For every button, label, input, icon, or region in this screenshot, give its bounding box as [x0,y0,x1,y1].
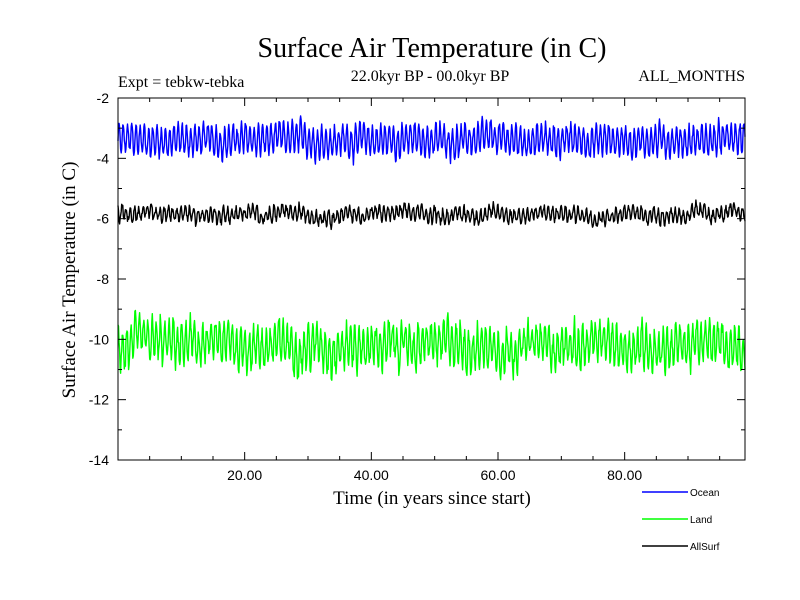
chart-title: Surface Air Temperature (in C) [258,33,607,64]
y-tick-label: -4 [97,150,110,166]
legend-label-land: Land [690,515,712,526]
series-line-allsurf [117,199,746,231]
y-tick-label: -12 [89,392,109,408]
legend: Ocean Land AllSurf [642,488,720,553]
y-axis-label: Surface Air Temperature (in C) [59,162,80,399]
y-tick-label: -8 [97,271,110,287]
series-line-land [117,309,746,381]
series-line-ocean [117,115,746,166]
chart-subtitle: 22.0kyr BP - 00.0kyr BP [351,68,510,85]
tick-layer: 20.00 40.00 60.00 80.00 -2 -4 -6 -8 -10 -12 -14 [89,90,745,483]
x-tick-label: 80.00 [607,467,642,483]
legend-label-allsurf: AllSurf [690,542,720,553]
experiment-label: Expt = tebkw-tebka [118,74,244,91]
x-tick-label: 60.00 [480,467,515,483]
x-tick-label: 40.00 [354,467,389,483]
x-axis-label: Time (in years since start) [333,488,531,509]
y-tick-label: -10 [89,331,109,347]
x-tick-label: 20.00 [227,467,262,483]
series-layer [117,115,746,381]
legend-label-ocean: Ocean [690,488,719,499]
plot-frame [117,97,746,461]
y-tick-label: -2 [97,90,110,106]
y-tick-label: -6 [97,211,110,227]
months-label: ALL_MONTHS [638,68,745,85]
y-tick-label: -14 [89,452,109,468]
